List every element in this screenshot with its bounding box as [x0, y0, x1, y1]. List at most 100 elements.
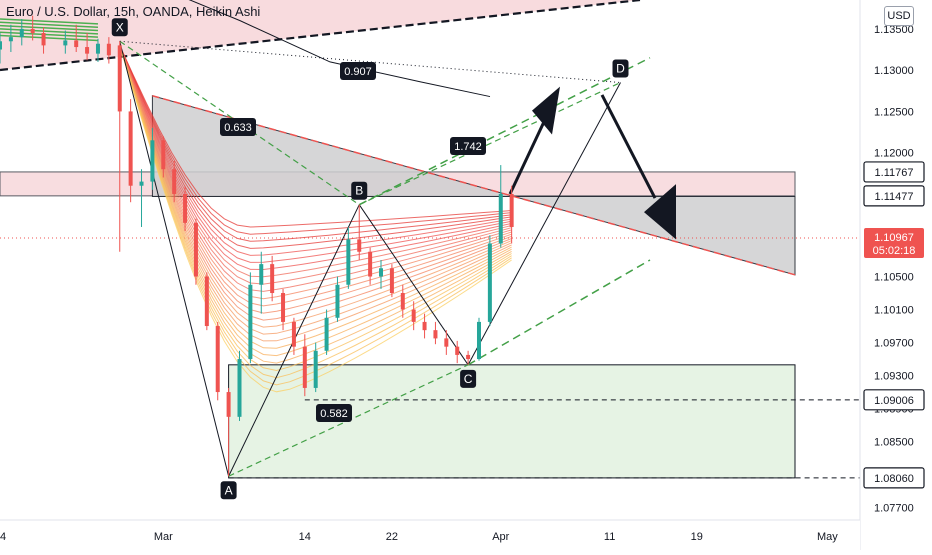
price-tick-8: 1.10100 [874, 305, 914, 317]
price-level-label-3: 1.09006 [874, 395, 914, 407]
countdown-label: 05:02:18 [873, 245, 916, 257]
candle-body-15 [161, 140, 166, 170]
price-axis: 1.135001.130001.125001.120001.115001.110… [859, 0, 932, 550]
ribbon-line-3 [119, 45, 512, 242]
projection-lower [467, 259, 651, 366]
green-ribbon-line-4 [0, 28, 99, 35]
candle-body-28 [302, 346, 307, 388]
candle-body-17 [183, 193, 188, 223]
candle-body-23 [248, 284, 253, 360]
time-tick-3: 14 [299, 531, 311, 543]
price-tick-2: 1.13000 [874, 65, 914, 77]
ratio-badge-4 [450, 137, 486, 155]
chart-title: Euro / U.S. Dollar, 15h, OANDA, Heikin A… [6, 4, 261, 19]
descending-trendline [152, 95, 796, 276]
candle-body-13 [139, 181, 144, 186]
green-ribbon-line-5 [0, 31, 99, 38]
price-tick-9: 1.09700 [874, 338, 914, 350]
forecast-arrow-down-head [644, 184, 676, 240]
point-badge-A [220, 481, 237, 500]
candle-body-36 [389, 268, 394, 294]
ratio-label-2: 0.907 [344, 66, 372, 78]
candle-body-44 [476, 321, 481, 360]
candle-body-47 [509, 193, 514, 227]
candle-body-33 [357, 239, 362, 252]
candle-body-9 [95, 43, 100, 54]
ribbon-line-18 [119, 45, 512, 349]
price-tick-4: 1.12000 [874, 148, 914, 160]
candle-body-11 [117, 45, 122, 112]
candle-body-6 [63, 40, 68, 46]
candle-body-43 [466, 354, 471, 360]
time-tick-5: Apr [492, 531, 509, 543]
ribbon-line-2 [119, 45, 512, 235]
candle-body-20 [215, 326, 220, 393]
time-tick-2: Mar [154, 531, 173, 543]
forecast-arrow-up-head [532, 86, 560, 135]
candle-body-1 [0, 41, 2, 50]
candle-body-29 [313, 350, 318, 388]
candle-body-18 [193, 222, 198, 277]
forecast-arrow-up-shaft [508, 119, 547, 195]
forecast-arrow-down-shaft [600, 94, 657, 199]
green-ribbon-line-1 [0, 18, 99, 25]
candle-body-3 [19, 28, 24, 38]
candle-body-16 [172, 169, 177, 194]
price-level-label-4: 1.08060 [874, 473, 914, 485]
ratio-badge-2 [340, 62, 376, 80]
ribbon-line-17 [119, 45, 512, 342]
candle-body-30 [324, 317, 329, 351]
price-level-badge-4 [863, 467, 925, 489]
point-badge-D [612, 59, 629, 78]
price-tick-7: 1.10500 [874, 272, 914, 284]
time-tick-6: 11 [604, 531, 615, 543]
price-axis-bg [860, 0, 932, 550]
time-tick-8: May [817, 531, 838, 543]
ratio-label-1: 0.633 [224, 122, 252, 134]
background-layer [0, 0, 860, 479]
candle-body-24 [259, 264, 264, 285]
current-price-label: 1.10967 [874, 232, 914, 244]
price-tick-10: 1.09300 [874, 371, 914, 383]
point-badge-X [111, 18, 128, 37]
price-tick-12: 1.08500 [874, 437, 914, 449]
time-tick-7: 19 [691, 531, 703, 543]
green-ribbon-line-6 [0, 34, 99, 42]
price-level-badge-2 [863, 185, 925, 207]
projection-upper [358, 57, 651, 206]
point-label-X: X [116, 20, 124, 34]
ratio-label-4: 1.742 [454, 141, 482, 153]
point-badge-B [351, 181, 368, 200]
candle-body-27 [291, 321, 296, 347]
ratio-badge-3 [316, 404, 352, 422]
ratio-badge-1 [220, 118, 256, 136]
candle-body-38 [411, 309, 416, 322]
point-label-B: B [355, 184, 363, 198]
candle-body-35 [379, 268, 384, 277]
time-tick-4: 22 [386, 531, 398, 543]
point-label-D: D [616, 62, 625, 76]
candle-body-14 [150, 140, 155, 182]
time-axis-bg [0, 520, 860, 550]
time-tick-1: 14 [0, 531, 6, 543]
candle-body-40 [433, 330, 438, 339]
time-axis: 14 Mar 14 22 Apr 11 19 May [0, 519, 860, 550]
label-layer: X A B C D 0.633 0.907 0.582 1.742 [111, 18, 629, 500]
candle-body-12 [128, 111, 133, 186]
price-level-badge-1 [863, 161, 925, 183]
currency-button[interactable]: USD [884, 6, 914, 26]
price-tick-3: 1.12500 [874, 106, 914, 118]
candle-body-45 [487, 243, 492, 322]
price-level-label-1: 1.11767 [875, 167, 914, 179]
candle-body-41 [444, 338, 449, 347]
candle-body-34 [368, 251, 373, 277]
ratio-line-BD [358, 81, 621, 206]
candle-body-25 [270, 264, 275, 294]
candle-body-26 [281, 293, 286, 322]
candle-body-42 [455, 346, 460, 355]
candle-body-19 [204, 276, 209, 327]
slow-moving-average [188, 0, 491, 98]
bullish-zone [228, 364, 796, 479]
